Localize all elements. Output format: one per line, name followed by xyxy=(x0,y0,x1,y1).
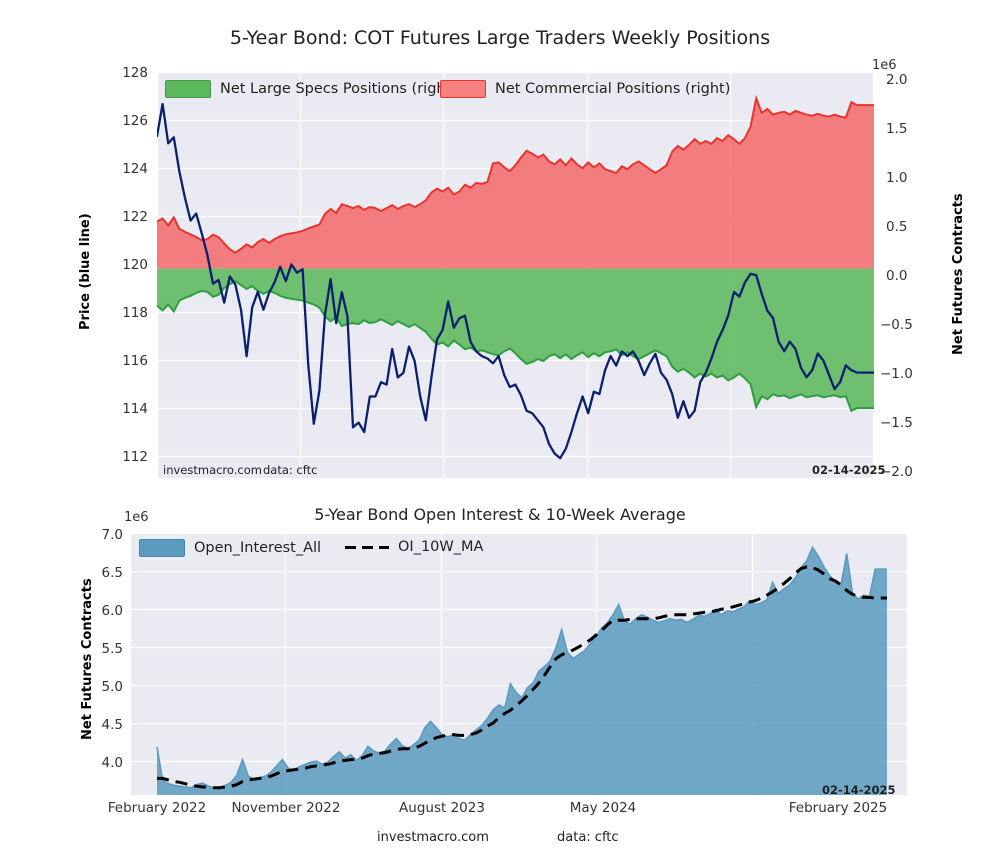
legend-label-open-interest: Open_Interest_All xyxy=(194,540,322,556)
legend-label-commercial: Net Commercial Positions (right) xyxy=(495,81,731,97)
top-ytick-114: 114 xyxy=(122,401,148,417)
legend-swatch-open-interest xyxy=(139,539,185,557)
commercial-line xyxy=(157,94,874,254)
oi-10w-ma-line xyxy=(157,565,887,790)
top-rtick-0.0: 0.0 xyxy=(886,268,908,284)
top-legend-item-large-specs[interactable]: Net Large Specs Positions (right) xyxy=(165,80,457,98)
top-rtick--0.5: −0.5 xyxy=(880,317,913,333)
top-annotation-site: investmacro.com xyxy=(163,463,262,477)
bottom-ytick-5.5: 5.5 xyxy=(101,641,123,657)
top-left-axis-label: Price (blue line) xyxy=(78,213,93,330)
top-ytick-116: 116 xyxy=(122,353,148,369)
bottom-xtick-nov-2022: November 2022 xyxy=(231,800,341,816)
bottom-ytick-6.5: 6.5 xyxy=(101,565,123,581)
legend-swatch-large-specs xyxy=(165,80,211,98)
top-ytick-120: 120 xyxy=(122,257,148,273)
bottom-legend-item-open-interest[interactable]: Open_Interest_All xyxy=(139,539,321,557)
top-right-axis-offset-label: 1e6 xyxy=(872,58,897,73)
top-ytick-122: 122 xyxy=(122,209,148,225)
top-rtick-0.5: 0.5 xyxy=(886,219,908,235)
top-plot-area xyxy=(157,72,874,478)
top-rtick-1.0: 1.0 xyxy=(886,170,908,186)
legend-label-large-specs: Net Large Specs Positions (right) xyxy=(220,81,457,97)
top-rtick--1.5: −1.5 xyxy=(880,415,913,431)
top-ytick-126: 126 xyxy=(122,113,148,129)
top-annotation-date: 02-14-2025 xyxy=(812,463,886,477)
bottom-ytick-4.0: 4.0 xyxy=(101,755,123,771)
top-annotation-source: data: cftc xyxy=(263,463,318,477)
large-specs-line xyxy=(157,280,874,413)
bottom-chart-title: 5-Year Bond Open Interest & 10-Week Aver… xyxy=(314,505,686,524)
bottom-xtick-aug-2023: August 2023 xyxy=(399,800,485,816)
top-ytick-124: 124 xyxy=(122,161,148,177)
bottom-xtick-feb-2025: February 2025 xyxy=(788,800,888,816)
bottom-ytick-7.0: 7.0 xyxy=(101,527,123,543)
top-chart-title: 5-Year Bond: COT Futures Large Traders W… xyxy=(229,27,771,49)
bottom-xtick-feb-2022: February 2022 xyxy=(107,800,207,816)
commercial-area xyxy=(157,98,874,269)
large-specs-area xyxy=(157,268,874,411)
bottom-ytick-6.0: 6.0 xyxy=(101,603,123,619)
top-rtick--1.0: −1.0 xyxy=(880,366,913,382)
figure-footer-source: data: cftc xyxy=(557,830,619,845)
bottom-annotation-date: 02-14-2025 xyxy=(822,783,896,797)
top-ytick-118: 118 xyxy=(122,305,148,321)
top-rtick--2.0: −2.0 xyxy=(880,464,913,480)
top-rtick-1.5: 1.5 xyxy=(886,121,908,137)
open-interest-line xyxy=(156,545,887,789)
open-interest-area xyxy=(157,547,887,795)
top-ytick-112: 112 xyxy=(122,449,148,465)
bottom-axis-offset-label: 1e6 xyxy=(124,510,149,525)
top-legend-item-commercial[interactable]: Net Commercial Positions (right) xyxy=(440,80,730,98)
bottom-plot-area xyxy=(130,533,908,795)
bottom-xtick-may-2024: May 2024 xyxy=(569,800,637,816)
top-ytick-128: 128 xyxy=(122,65,148,81)
legend-label-ma: OI_10W_MA xyxy=(398,539,484,555)
bottom-legend-item-ma[interactable]: OI_10W_MA xyxy=(345,539,483,555)
top-rtick-2.0: 2.0 xyxy=(886,72,908,88)
figure-footer-site: investmacro.com xyxy=(377,830,489,845)
price-line xyxy=(157,102,874,460)
top-right-axis-label: Net Futures Contracts xyxy=(951,193,966,355)
bottom-ytick-5.0: 5.0 xyxy=(101,679,123,695)
legend-swatch-ma-dashed xyxy=(345,539,389,555)
bottom-ytick-4.5: 4.5 xyxy=(101,717,123,733)
legend-swatch-commercial xyxy=(440,80,486,98)
